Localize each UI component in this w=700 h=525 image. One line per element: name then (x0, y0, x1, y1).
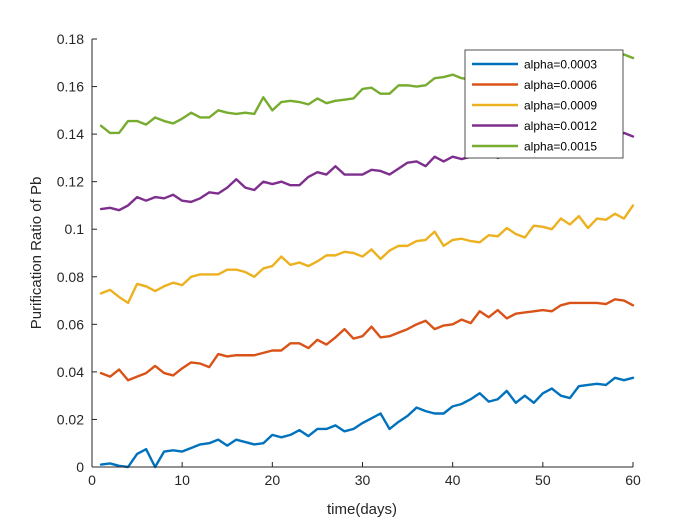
y-tick-label: 0.06 (57, 316, 84, 332)
y-tick-label: 0.1 (65, 221, 85, 237)
y-tick-label: 0.08 (57, 269, 84, 285)
x-tick-label: 10 (174, 472, 190, 488)
series-line-2 (99, 298, 635, 382)
legend-label-1: alpha=0.0003 (524, 58, 597, 72)
x-tick-label: 20 (265, 472, 281, 488)
series-layer (99, 50, 635, 469)
legend-label-2: alpha=0.0006 (524, 78, 597, 92)
x-tick-label: 40 (445, 472, 461, 488)
y-tick-label: 0.12 (57, 174, 84, 190)
series-line-3 (99, 204, 635, 305)
x-axis-title: time(days) (327, 501, 397, 518)
y-tick-label: 0.04 (57, 364, 84, 380)
x-tick-label: 0 (88, 472, 96, 488)
y-tick-label: 0 (76, 459, 84, 475)
y-tick-label: 0.16 (57, 79, 84, 95)
legend: alpha=0.0003 alpha=0.0006 alpha=0.0009 alph… (464, 49, 624, 159)
y-tick-label: 0.14 (57, 126, 84, 142)
legend-label-4: alpha=0.0012 (524, 119, 597, 133)
x-tick-label: 30 (355, 472, 371, 488)
y-tick-label: 0.18 (57, 31, 84, 47)
legend-items: alpha=0.0003 alpha=0.0006 alpha=0.0009 alph… (472, 58, 597, 154)
y-axis-title: Purification Ratio of Pb (28, 177, 45, 330)
y-tick-label: 0.02 (57, 411, 84, 427)
legend-label-5: alpha=0.0015 (524, 140, 597, 154)
series-line-1 (99, 376, 635, 469)
x-tick-label: 50 (535, 472, 551, 488)
x-tick-label: 60 (625, 472, 641, 488)
legend-label-3: alpha=0.0009 (524, 99, 597, 113)
ticks-layer: 0 10 20 30 40 50 60 0 0.02 0.04 0.06 0.08 0.1 0.12 0.1… (57, 31, 641, 488)
